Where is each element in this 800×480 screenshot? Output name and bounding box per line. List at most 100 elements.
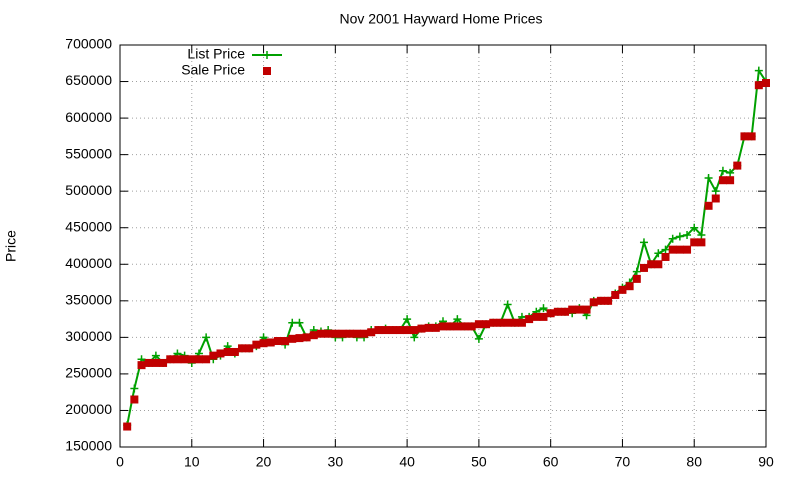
point-marker [410, 326, 419, 335]
point-marker [754, 66, 763, 75]
point-marker [187, 355, 196, 364]
point-marker [697, 238, 706, 247]
legend-swatch [263, 67, 271, 75]
point-marker [453, 322, 462, 331]
point-marker [151, 358, 160, 367]
chart-title: Nov 2001 Hayward Home Prices [339, 11, 542, 27]
y-tick-label: 600000 [65, 109, 112, 125]
point-marker [439, 322, 447, 331]
point-marker [295, 334, 304, 343]
point-marker [223, 347, 232, 356]
point-marker [144, 358, 153, 367]
point-marker [474, 334, 483, 343]
point-marker [324, 329, 333, 338]
x-tick-label: 50 [471, 454, 487, 470]
point-marker [503, 300, 512, 309]
point-marker [238, 344, 247, 353]
y-tick-label: 250000 [65, 365, 112, 381]
point-marker [259, 339, 268, 348]
point-marker [424, 323, 433, 332]
x-tick-label: 80 [686, 454, 702, 470]
point-marker [460, 322, 469, 331]
point-marker [647, 260, 656, 269]
y-tick-label: 550000 [65, 145, 112, 161]
point-marker [467, 322, 476, 331]
point-marker [762, 79, 770, 88]
point-marker [431, 323, 440, 332]
point-marker [575, 305, 584, 314]
point-marker [525, 315, 534, 324]
point-marker [661, 252, 670, 261]
y-axis-label: Price [3, 230, 19, 262]
point-marker [675, 245, 684, 254]
point-marker [532, 312, 541, 321]
point-marker [288, 318, 297, 327]
y-tick-label: 450000 [65, 218, 112, 234]
point-marker [726, 176, 735, 185]
point-marker [180, 355, 189, 364]
point-marker [281, 337, 290, 346]
point-marker [381, 326, 390, 335]
point-marker [711, 194, 720, 203]
point-marker [704, 201, 713, 210]
point-marker [367, 328, 376, 337]
x-tick-label: 10 [184, 454, 200, 470]
point-marker [754, 81, 763, 90]
y-tick-label: 650000 [65, 72, 112, 88]
point-marker [553, 307, 562, 316]
point-marker [740, 132, 749, 141]
y-tick-label: 500000 [65, 182, 112, 198]
point-marker [288, 334, 297, 343]
point-marker [338, 329, 347, 338]
point-marker [352, 329, 361, 338]
point-marker [345, 329, 354, 338]
point-marker [316, 329, 325, 338]
point-marker [561, 307, 570, 316]
point-marker [604, 296, 613, 305]
x-tick-label: 0 [116, 454, 124, 470]
point-marker [173, 355, 182, 364]
point-marker [123, 422, 132, 431]
point-marker [568, 305, 577, 314]
x-tick-label: 60 [543, 454, 559, 470]
point-marker [395, 326, 404, 335]
point-marker [302, 333, 311, 342]
point-marker [137, 361, 146, 370]
point-marker [417, 324, 426, 333]
point-marker [510, 318, 519, 327]
point-marker [360, 329, 369, 338]
point-marker [216, 349, 225, 358]
point-marker [582, 305, 591, 314]
point-marker [546, 309, 555, 318]
point-marker [403, 326, 412, 335]
point-marker [690, 223, 699, 232]
point-marker [661, 245, 670, 254]
y-tick-label: 700000 [65, 36, 112, 52]
point-marker [697, 231, 706, 240]
y-tick-label: 150000 [65, 438, 112, 454]
point-marker [403, 315, 412, 324]
point-marker [668, 245, 677, 254]
point-marker [474, 320, 483, 329]
point-marker [273, 337, 282, 346]
point-marker [539, 304, 548, 313]
y-tick-label: 200000 [65, 401, 112, 417]
point-marker [252, 340, 261, 349]
point-marker [718, 166, 727, 175]
point-marker [130, 395, 139, 404]
point-marker [611, 290, 620, 299]
point-marker [711, 187, 720, 196]
point-marker [639, 263, 648, 272]
point-marker [489, 318, 498, 327]
x-tick-label: 70 [615, 454, 631, 470]
x-tick-label: 90 [758, 454, 774, 470]
point-marker [589, 298, 598, 307]
legend-swatch [263, 51, 271, 59]
point-marker [733, 161, 742, 170]
point-marker [446, 322, 455, 331]
point-marker [517, 318, 526, 327]
point-marker [266, 338, 275, 347]
point-marker [295, 318, 304, 327]
point-marker [202, 355, 211, 364]
